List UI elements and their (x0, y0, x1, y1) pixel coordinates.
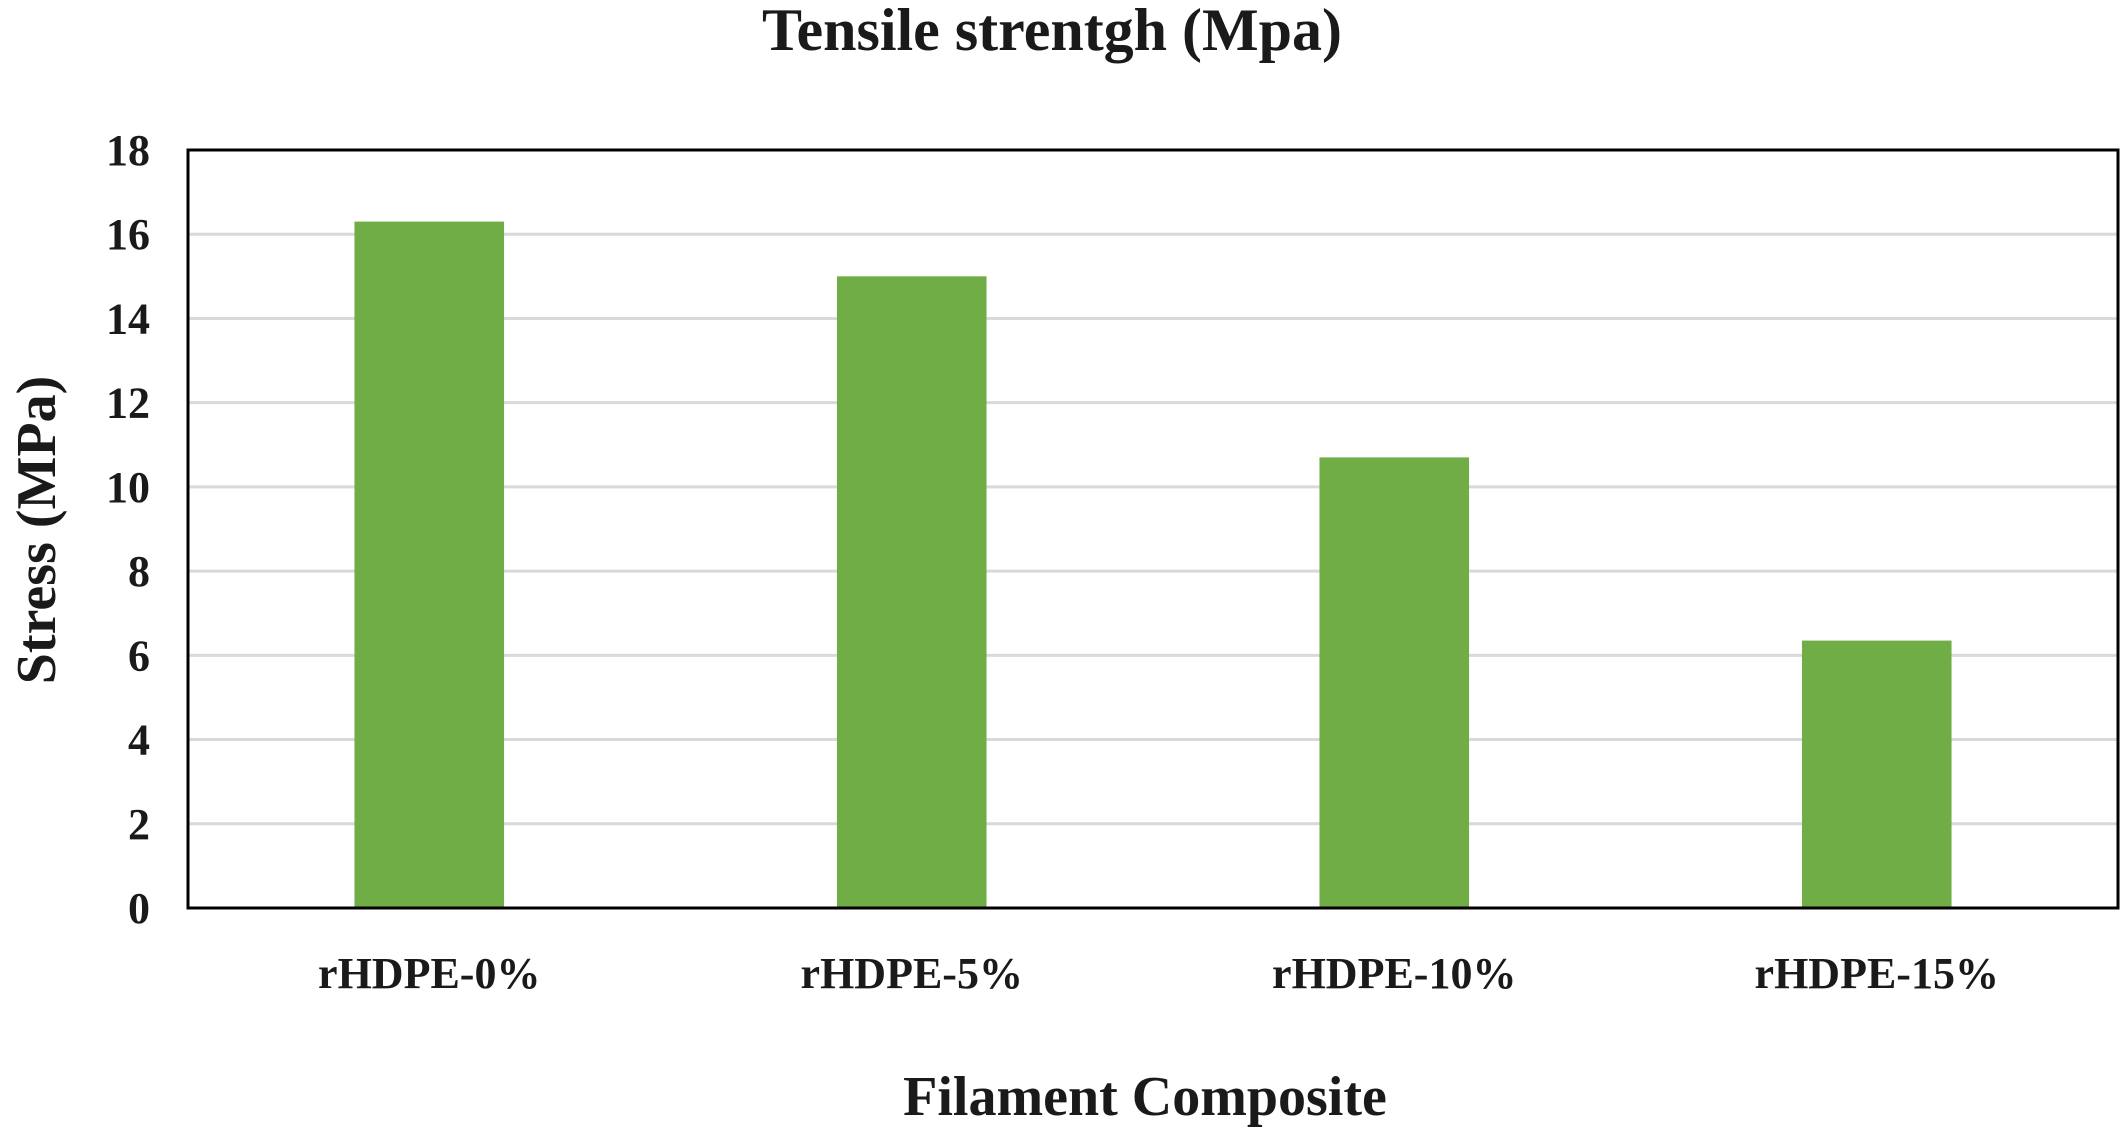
bars (354, 221, 1952, 909)
plot-frame (186, 148, 2120, 910)
bar-rhdpe-15 (1801, 640, 1952, 908)
gridlines (188, 232, 2118, 826)
y-axis-title: Stress (MPa) (6, 376, 68, 684)
y-tick-label: 4 (128, 716, 150, 765)
bar-rhdpe-0 (354, 221, 505, 909)
bar-rhdpe-10 (1319, 457, 1470, 908)
y-tick-label: 6 (128, 631, 150, 680)
chart-title: Tensile strentgh (Mpa) (762, 0, 1342, 63)
x-axis-title: Filament Composite (903, 1066, 1387, 1128)
y-tick-label: 12 (106, 379, 150, 428)
x-category-label: rHDPE-10% (1272, 949, 1516, 998)
x-axis-categories: rHDPE-0% rHDPE-5% rHDPE-10% rHDPE-15% (318, 949, 1999, 998)
y-axis-ticks: 0 2 4 6 8 10 12 14 16 18 (106, 126, 150, 933)
bar-rhdpe-5 (836, 276, 987, 908)
y-tick-label: 10 (106, 463, 150, 512)
y-tick-label: 0 (128, 884, 150, 933)
x-category-label: rHDPE-0% (318, 949, 540, 998)
y-tick-label: 2 (128, 800, 150, 849)
y-tick-label: 14 (106, 294, 150, 343)
y-tick-label: 16 (106, 210, 150, 259)
y-tick-label: 8 (128, 547, 150, 596)
x-category-label: rHDPE-5% (801, 949, 1023, 998)
x-category-label: rHDPE-15% (1755, 949, 1999, 998)
y-tick-label: 18 (106, 126, 150, 175)
